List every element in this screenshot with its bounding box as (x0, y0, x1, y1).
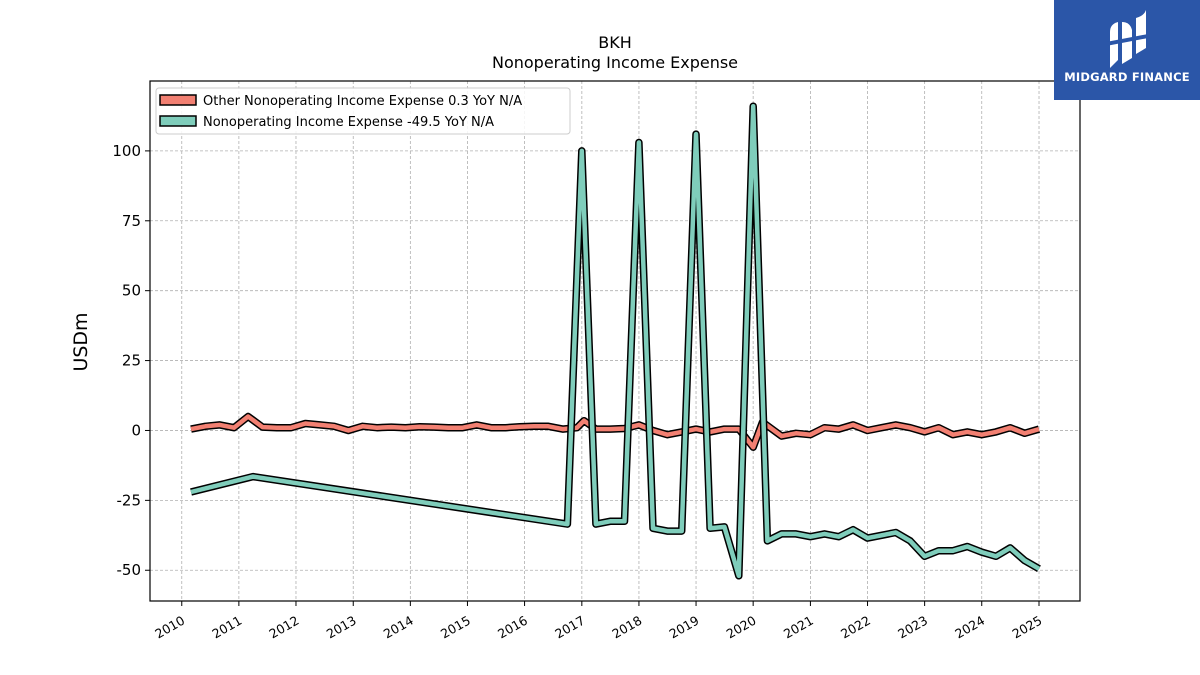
x-tick-label: 2014 (381, 613, 416, 642)
plot-frame (149, 80, 1081, 602)
y-tick-label: 0 (131, 421, 141, 439)
legend: Other Nonoperating Income Expense 0.3 Yo… (155, 87, 571, 135)
y-tick-label: 75 (122, 212, 141, 230)
legend-label: Other Nonoperating Income Expense 0.3 Yo… (203, 94, 522, 109)
x-tick-label: 2022 (838, 613, 873, 642)
x-tick-label: 2023 (895, 613, 930, 642)
x-tick-label: 2021 (781, 613, 816, 642)
x-tick-label: 2015 (438, 613, 473, 642)
legend-swatch (159, 94, 197, 106)
x-tick-label: 2017 (552, 613, 587, 642)
x-tick-label: 2013 (324, 613, 359, 642)
y-tick-label: 100 (112, 142, 141, 160)
x-tick-label: 2012 (266, 613, 301, 642)
y-tick-label: 50 (122, 282, 141, 300)
y-tick-label: -25 (117, 491, 142, 509)
series-line-1 (190, 103, 1041, 579)
logo-mark-icon (1106, 10, 1148, 68)
x-tick-label: 2024 (952, 613, 987, 642)
legend-label: Nonoperating Income Expense -49.5 YoY N/… (203, 115, 494, 130)
series-lines (190, 102, 1041, 580)
series-line-outline-0 (190, 412, 1041, 451)
legend-box (155, 87, 571, 135)
x-tick-label: 2018 (609, 613, 644, 642)
chart-title: BKH (598, 33, 632, 52)
series-line-0 (190, 414, 1040, 450)
y-tick-label: -50 (117, 561, 142, 579)
x-tick-label: 2011 (209, 613, 244, 642)
x-tick-label: 2019 (666, 613, 701, 642)
chart-subtitle: Nonoperating Income Expense (492, 53, 738, 72)
x-tick-label: 2025 (1009, 613, 1044, 642)
brand-name: MIDGARD FINANCE (1064, 70, 1190, 84)
y-axis-label: USDm (70, 312, 92, 371)
y-tick-label: 25 (122, 352, 141, 370)
legend-swatch (159, 115, 197, 127)
x-tick-label: 2020 (724, 613, 759, 642)
brand-logo: MIDGARD FINANCE (1054, 0, 1200, 100)
x-tick-label: 2010 (152, 613, 187, 642)
series-line-outline-1 (190, 102, 1041, 580)
x-tick-label: 2016 (495, 613, 530, 642)
